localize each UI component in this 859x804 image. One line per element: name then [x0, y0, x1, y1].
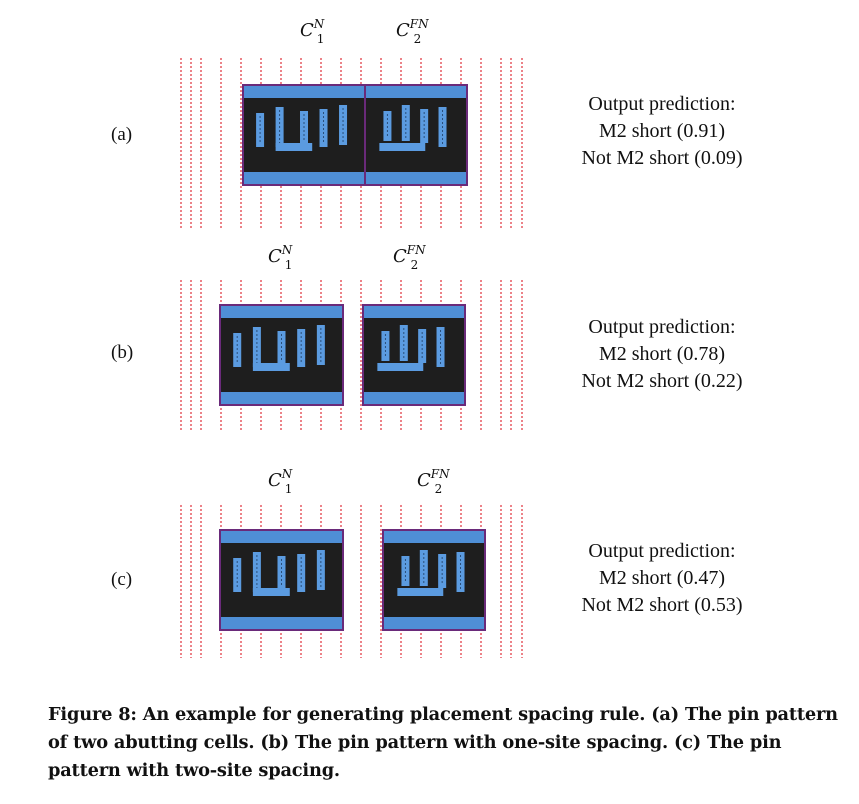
- label-base: C: [268, 470, 282, 491]
- prediction-m2-short: M2 short (0.91): [599, 120, 725, 142]
- figure-caption: Figure 8: An example for generating plac…: [48, 701, 838, 785]
- caption-text: An example for generating placement spac…: [48, 704, 838, 781]
- panel-c: CN 1 CFN 2(c)Output prediction:M2 short (0.…: [111, 467, 743, 658]
- prediction-block: Output prediction: M2 short (0.47) Not M2 …: [581, 540, 742, 616]
- cell-body: [364, 84, 468, 186]
- power-rail: [364, 306, 464, 318]
- ground-rail: [384, 617, 484, 629]
- label-base: C: [268, 246, 282, 267]
- label-sup: FN: [406, 243, 426, 257]
- cell-2-label: CFN 2: [393, 243, 426, 272]
- prediction-block: Output prediction: M2 short (0.78) Not M2 …: [581, 316, 742, 392]
- cell-body: [382, 529, 486, 631]
- power-rail: [221, 531, 342, 543]
- cell-2: [364, 84, 468, 186]
- ground-rail: [366, 172, 466, 184]
- power-rail: [366, 86, 466, 98]
- label-sub: 1: [317, 32, 325, 46]
- pin: [401, 105, 410, 141]
- cell-body: [362, 304, 466, 406]
- prediction-m2-short: M2 short (0.47): [599, 567, 725, 589]
- label-sub: 2: [435, 482, 443, 496]
- prediction-m2-short: M2 short (0.78): [599, 343, 725, 365]
- cell-1: [219, 304, 344, 406]
- panel-label: (b): [111, 342, 133, 363]
- pin: [419, 550, 428, 586]
- panel-label: (c): [111, 569, 132, 590]
- cell-1-label: CN 1: [268, 467, 293, 496]
- cell-2-label: CFN 2: [417, 467, 450, 496]
- cell-2: [382, 529, 486, 631]
- prediction-not-m2-short: Not M2 short (0.22): [581, 370, 742, 392]
- power-rail: [221, 306, 342, 318]
- prediction-not-m2-short: Not M2 short (0.09): [581, 147, 742, 169]
- cell-1: [242, 84, 366, 186]
- route: [252, 588, 290, 596]
- label-sub: 1: [285, 258, 293, 272]
- ground-rail: [221, 617, 342, 629]
- label-sub: 2: [414, 32, 422, 46]
- cell-1-label: CN 1: [268, 243, 293, 272]
- pin: [399, 325, 408, 361]
- prediction-title: Output prediction:: [588, 93, 735, 115]
- label-sup: FN: [409, 17, 429, 31]
- ground-rail: [221, 392, 342, 404]
- label-sup: N: [313, 17, 325, 31]
- label-base: C: [417, 470, 431, 491]
- route: [379, 143, 426, 151]
- caption-number: Figure 8:: [48, 704, 137, 725]
- label-sup: N: [281, 467, 293, 481]
- route: [377, 363, 424, 371]
- label-sup: N: [281, 243, 293, 257]
- prediction-not-m2-short: Not M2 short (0.53): [581, 594, 742, 616]
- route: [252, 363, 290, 371]
- cell-2: [362, 304, 466, 406]
- cell-2-label: CFN 2: [396, 17, 429, 46]
- label-sup: FN: [430, 467, 450, 481]
- prediction-block: Output prediction: M2 short (0.91) Not M2 …: [581, 93, 742, 169]
- cell-1: [219, 529, 344, 631]
- label-base: C: [300, 20, 314, 41]
- cell-1-label: CN 1: [300, 17, 325, 46]
- panel-b: CN 1 CFN 2(b)Output prediction:M2 short (0.…: [111, 243, 743, 430]
- power-rail: [384, 531, 484, 543]
- panel-a: CN 1 CFN 2(a)Output prediction:M2 short (0.…: [111, 17, 743, 230]
- ground-rail: [244, 172, 364, 184]
- figure-diagram: CN 1 CFN 2(a)Output prediction:M2 short (0.…: [111, 17, 743, 658]
- prediction-title: Output prediction:: [588, 316, 735, 338]
- label-sub: 1: [285, 482, 293, 496]
- power-rail: [244, 86, 364, 98]
- ground-rail: [364, 392, 464, 404]
- panel-label: (a): [111, 124, 132, 145]
- label-base: C: [393, 246, 407, 267]
- label-sub: 2: [411, 258, 419, 272]
- prediction-title: Output prediction:: [588, 540, 735, 562]
- label-base: C: [396, 20, 410, 41]
- route: [397, 588, 444, 596]
- route: [275, 143, 313, 151]
